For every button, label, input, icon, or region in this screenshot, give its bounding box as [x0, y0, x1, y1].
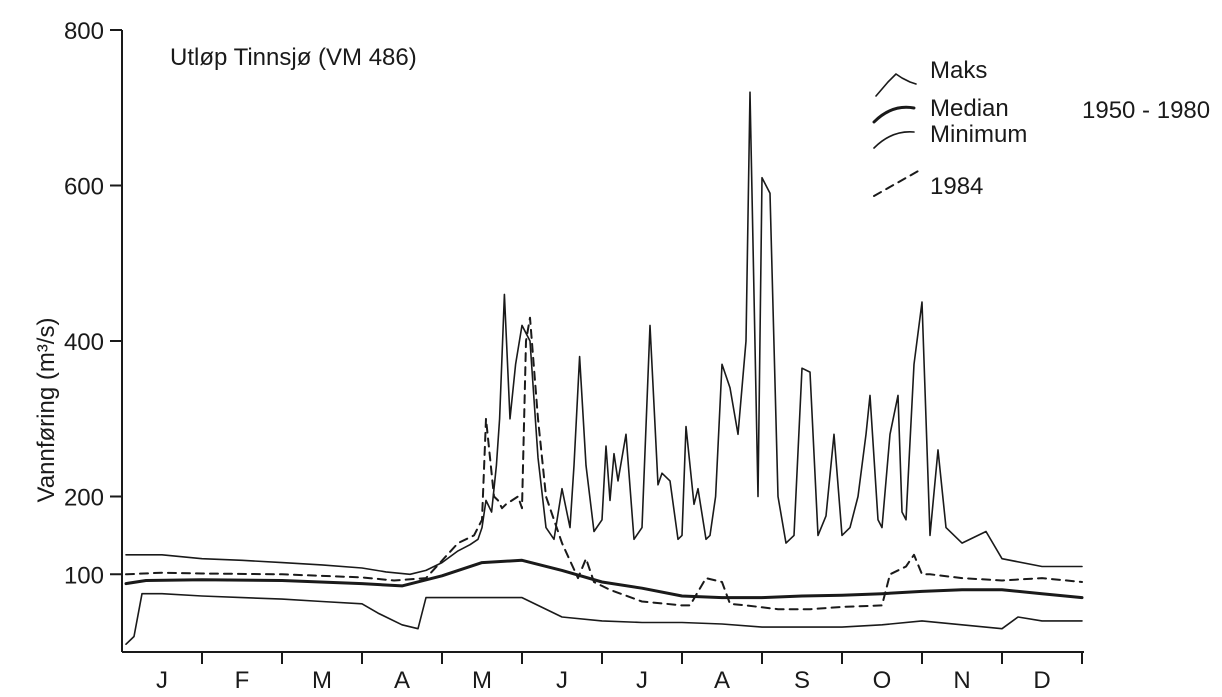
legend: Maks Median Minimum 1984 1950 - 1980	[872, 57, 1210, 200]
x-tick-label: J	[556, 667, 568, 694]
series-line-1984	[125, 316, 1083, 611]
series-line-maks	[125, 91, 1083, 576]
legend-label-maks: Maks	[930, 57, 987, 84]
x-tick-label: M	[472, 667, 492, 694]
series-lines	[124, 91, 1084, 645]
y-tick-label: 100	[64, 562, 104, 589]
y-ticks: 100 200 400 600 800	[64, 18, 122, 589]
y-tick-label: 800	[64, 18, 104, 45]
y-tick-label: 600	[64, 174, 104, 201]
y-tick-label: 200	[64, 485, 104, 512]
x-tick-label: O	[873, 667, 892, 694]
legend-swatch-median	[872, 105, 916, 124]
period-label: 1950 - 1980	[1082, 97, 1210, 124]
x-tick-label: M	[312, 667, 332, 694]
y-tick-label: 400	[64, 329, 104, 356]
x-tick-label: A	[394, 667, 410, 694]
legend-label-median: Median	[930, 95, 1009, 122]
legend-swatch-maks	[875, 73, 917, 97]
legend-label-1984: 1984	[930, 173, 983, 200]
y-axis-label: Vannføring (m³/s)	[33, 318, 60, 503]
legend-swatch-1984	[873, 169, 921, 197]
series-line-minimum	[125, 592, 1083, 645]
legend-label-minimum: Minimum	[930, 121, 1027, 148]
x-tick-label: J	[636, 667, 648, 694]
legend-swatch-minimum	[873, 131, 915, 149]
x-tick-label: N	[953, 667, 970, 694]
x-tick-label: D	[1033, 667, 1050, 694]
x-tick-label: S	[794, 667, 810, 694]
chart-title: Utløp Tinnsjø (VM 486)	[170, 44, 417, 71]
x-tick-label: J	[156, 667, 168, 694]
series-line-median	[124, 558, 1084, 600]
x-tick-label: A	[714, 667, 730, 694]
x-tick-label: F	[235, 667, 250, 694]
